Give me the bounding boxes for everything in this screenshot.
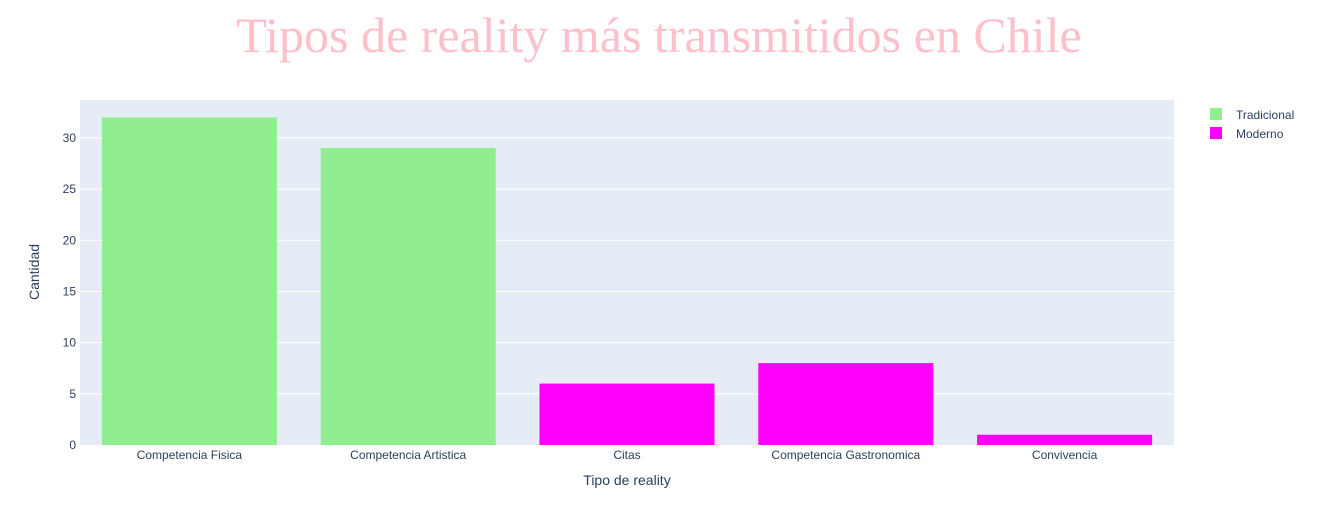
x-tick-label: Competencia Fisica: [137, 448, 243, 462]
x-axis-label: Tipo de reality: [583, 472, 670, 488]
x-tick-label: Convivencia: [1032, 448, 1098, 462]
x-tick-label: Competencia Gastronomica: [771, 448, 920, 462]
legend-label[interactable]: Moderno: [1236, 127, 1284, 141]
bar-citas[interactable]: [539, 383, 715, 445]
y-tick-label: 10: [63, 336, 77, 350]
y-tick-label: 0: [69, 438, 76, 452]
bars: [101, 117, 1153, 445]
bar-convivencia[interactable]: [977, 434, 1153, 445]
legend-swatch[interactable]: [1210, 108, 1222, 120]
y-axis-ticks: 0 5 10 15 20 25 30: [63, 131, 77, 452]
legend-label[interactable]: Tradicional: [1236, 108, 1294, 122]
bar-competencia-gastronomica[interactable]: [758, 363, 934, 445]
x-axis-ticks: Competencia Fisica Competencia Artistica C…: [137, 448, 1098, 462]
bar-competencia-fisica[interactable]: [101, 117, 277, 445]
y-tick-label: 30: [63, 131, 77, 145]
x-tick-label: Competencia Artistica: [350, 448, 466, 462]
legend: Tradicional Moderno: [1210, 108, 1294, 141]
x-tick-label: Citas: [613, 448, 640, 462]
y-tick-label: 20: [63, 233, 77, 247]
y-tick-label: 25: [63, 182, 77, 196]
bar-competencia-artistica[interactable]: [320, 148, 496, 445]
y-tick-label: 5: [69, 387, 76, 401]
chart-title: Tipos de reality más transmitidos en Chi…: [236, 7, 1081, 63]
y-tick-label: 15: [63, 284, 77, 298]
legend-swatch[interactable]: [1210, 127, 1222, 139]
y-axis-label: Cantidad: [26, 244, 42, 300]
